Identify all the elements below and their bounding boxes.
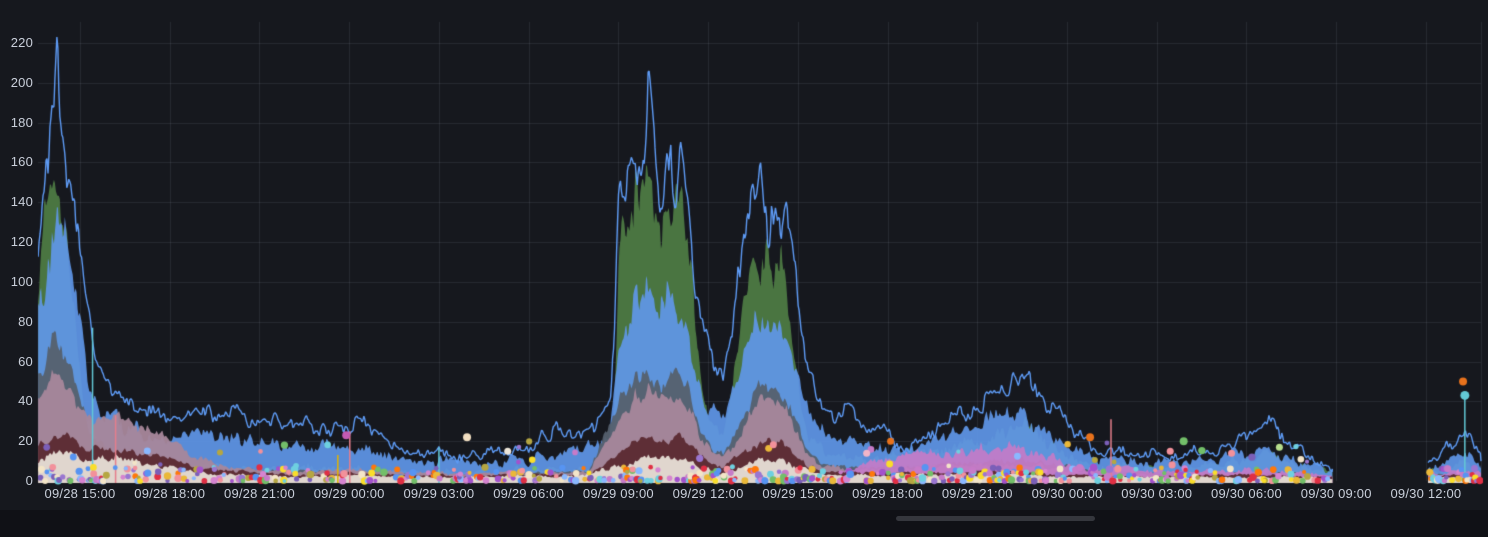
grafana-timeseries-panel: 0 20 40 60 80 100 120 140 160 180 200 220 09/28 15:…: [0, 0, 1488, 510]
horizontal-scrollbar-thumb[interactable]: [896, 516, 1095, 521]
timeseries-chart-canvas[interactable]: [0, 0, 1488, 510]
